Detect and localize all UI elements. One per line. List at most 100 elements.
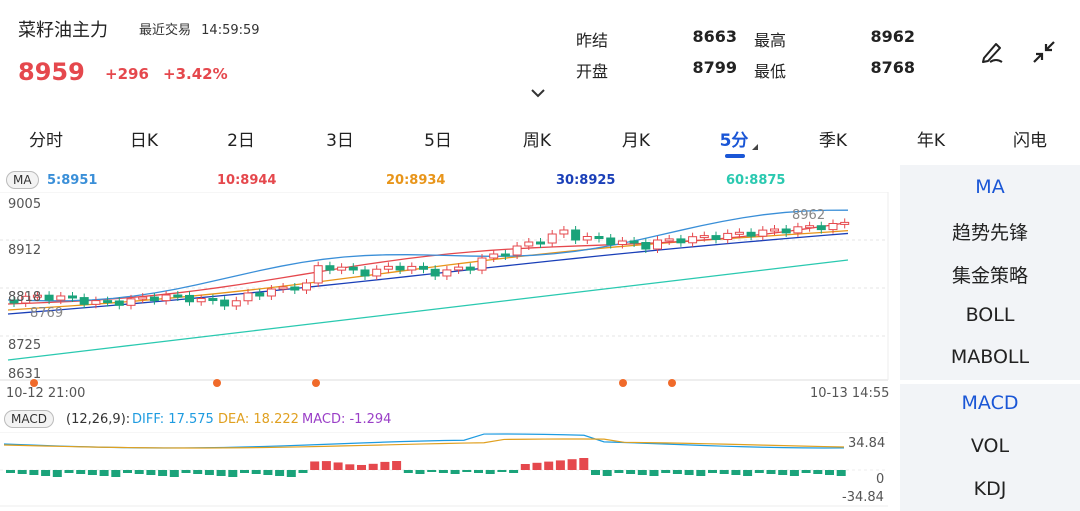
candle [185, 294, 194, 303]
macd-bar [333, 462, 343, 470]
macd-bar [41, 470, 51, 476]
candle [302, 282, 311, 291]
candle [231, 300, 241, 307]
tab-season-k[interactable]: 季K [818, 131, 848, 151]
candle [173, 294, 183, 298]
macd-bar [134, 470, 144, 474]
tab-month-k[interactable]: 月K [621, 131, 651, 151]
side-item-kdj[interactable]: KDJ [973, 478, 1007, 500]
price-change: +296 [105, 65, 149, 83]
candlestick-chart[interactable] [0, 192, 900, 402]
macd-bar [6, 470, 15, 473]
macd-bar [310, 461, 320, 470]
tab-3day[interactable]: 3日 [326, 131, 354, 151]
macd-bar [813, 470, 823, 474]
candles [9, 218, 850, 310]
candle [582, 236, 592, 241]
candle [44, 294, 54, 301]
candle [699, 235, 709, 239]
low-marker-label: 8769 [30, 306, 64, 321]
event-marker [30, 379, 38, 387]
macd-lines [3, 433, 845, 449]
candle [266, 288, 276, 297]
low-label: 最低 [754, 62, 787, 81]
tab-2day[interactable]: 2日 [227, 131, 255, 151]
macd-bar [462, 470, 472, 472]
ma20-line [7, 229, 849, 311]
macd-bar [696, 470, 706, 476]
ma30-line [7, 232, 849, 315]
tab-dropdown-corner-icon[interactable] [752, 144, 758, 150]
candle [208, 298, 218, 302]
side-divider [900, 380, 1080, 384]
side-item-boll[interactable]: BOLL [965, 304, 1015, 326]
collapse-icon[interactable] [1030, 38, 1058, 66]
macd-axis-top: 34.84 [848, 436, 886, 451]
macd-bar [403, 470, 413, 473]
open-label: 开盘 [576, 62, 609, 81]
side-item-strategy[interactable]: 集金策略 [951, 265, 1028, 287]
macd-bar [520, 464, 530, 470]
macd-bar [532, 462, 542, 470]
macd-bar [52, 470, 62, 477]
macd-bar [368, 463, 378, 470]
macd-bar [637, 470, 647, 475]
pen-icon[interactable] [978, 38, 1006, 66]
side-item-ma[interactable]: MA [975, 176, 1005, 198]
macd-bar [87, 470, 97, 475]
candle [407, 265, 417, 271]
candle [500, 253, 510, 257]
event-markers [30, 379, 676, 387]
macd-bar [181, 470, 191, 473]
side-item-maboll[interactable]: MABOLL [950, 346, 1030, 368]
side-item-trend[interactable]: 趋势先锋 [951, 222, 1028, 244]
macd-bar [286, 470, 296, 477]
tab-week-k[interactable]: 周K [522, 131, 552, 151]
macd-bar [801, 470, 811, 473]
chevron-down-icon[interactable] [530, 88, 546, 98]
tab-day-k[interactable]: 日K [129, 131, 159, 151]
tab-5min[interactable]: 5分 [719, 131, 749, 151]
candle [290, 286, 300, 291]
ma60-value: 60:8875 [726, 173, 786, 188]
macd-bar [567, 459, 577, 470]
active-tab-indicator [725, 154, 745, 158]
macd-bar [357, 464, 366, 470]
side-item-vol[interactable]: VOL [970, 435, 1010, 457]
ma60-line [7, 259, 849, 361]
candle [758, 229, 768, 237]
tab-5day[interactable]: 5日 [424, 131, 452, 151]
low-value: 8768 [870, 58, 915, 77]
macd-bar [380, 461, 390, 470]
tab-flash[interactable]: 闪电 [1013, 131, 1047, 151]
last-trade-time: 14:59:59 [201, 23, 260, 38]
candle [711, 235, 721, 240]
macd-bar [99, 470, 109, 476]
tab-fenshi[interactable]: 分时 [29, 131, 63, 151]
dea-line [3, 438, 845, 449]
macd-bar [193, 470, 203, 474]
macd-bar [169, 470, 179, 477]
x-label-start: 10-12 21:00 [6, 386, 86, 401]
ma-tag-button[interactable]: MA [6, 171, 39, 189]
macd-bar [626, 470, 636, 474]
prev-settle-label: 昨结 [576, 31, 609, 50]
tab-year-k[interactable]: 年K [916, 131, 946, 151]
side-item-macd[interactable]: MACD [961, 392, 1019, 414]
candle [524, 241, 534, 247]
quote-header: 菜籽油主力 最近交易 14:59:59 8959 +296 +3.42% 昨结 … [0, 0, 1080, 112]
macd-bar [836, 470, 846, 476]
candle [547, 233, 557, 244]
last-trade: 最近交易 14:59:59 [139, 19, 260, 38]
macd-bar [158, 470, 168, 476]
macd-bar [591, 470, 600, 475]
macd-chart[interactable] [0, 432, 900, 508]
ma-legend: MA 5:8951 10:8944 20:8934 30:8925 60:887… [0, 170, 900, 192]
macd-bar [29, 470, 39, 475]
macd-bar [684, 470, 694, 475]
macd-bar [754, 470, 764, 473]
candle [512, 245, 522, 256]
macd-tag-button[interactable]: MACD [4, 410, 54, 428]
candle [126, 298, 136, 306]
macd-bar [509, 470, 519, 473]
